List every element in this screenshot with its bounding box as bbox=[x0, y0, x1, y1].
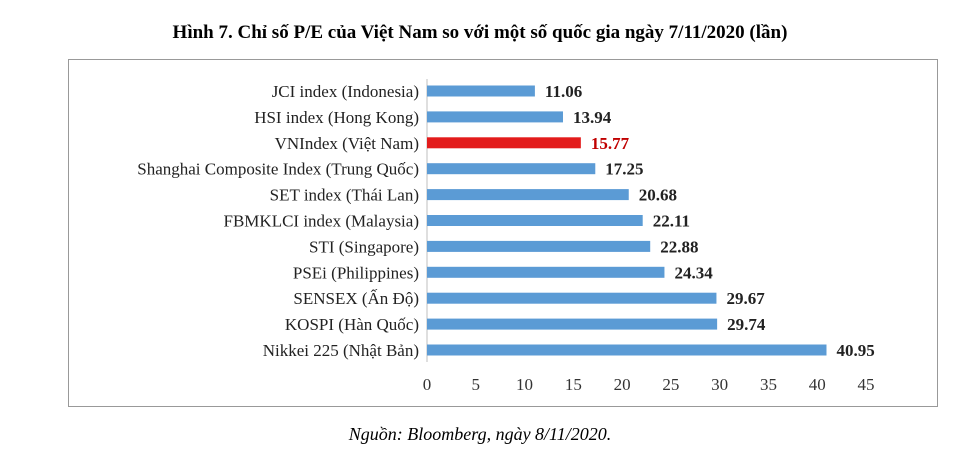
category-label: Nikkei 225 (Nhật Bản) bbox=[263, 341, 419, 360]
data-label: 15.77 bbox=[591, 134, 630, 153]
category-label: KOSPI (Hàn Quốc) bbox=[285, 315, 419, 334]
data-label: 29.67 bbox=[726, 289, 765, 308]
bar bbox=[427, 215, 643, 226]
data-label: 11.06 bbox=[545, 82, 582, 101]
bar bbox=[427, 85, 535, 97]
category-label: SET index (Thái Lan) bbox=[270, 186, 419, 205]
source-note: Nguồn: Bloomberg, ngày 8/11/2020. bbox=[348, 424, 612, 444]
bar bbox=[427, 163, 596, 175]
x-tick-label: 20 bbox=[614, 375, 631, 394]
data-label: 13.94 bbox=[573, 108, 612, 127]
data-label: 29.74 bbox=[727, 315, 766, 334]
bar bbox=[427, 111, 563, 123]
category-label: FBMKLCI index (Malaysia) bbox=[224, 212, 419, 231]
bar bbox=[427, 344, 827, 356]
data-label: 20.68 bbox=[639, 186, 677, 205]
x-tick-label: 35 bbox=[760, 375, 777, 394]
category-label: SENSEX (Ấn Độ) bbox=[293, 289, 419, 308]
bar bbox=[427, 318, 718, 330]
data-label: 22.88 bbox=[660, 237, 698, 256]
bar bbox=[427, 240, 651, 252]
data-label: 24.34 bbox=[674, 263, 713, 282]
category-label: JCI index (Indonesia) bbox=[272, 82, 419, 101]
bar bbox=[427, 189, 629, 201]
bar bbox=[427, 292, 717, 304]
data-label: 40.95 bbox=[836, 341, 874, 360]
category-label: PSEi (Philippines) bbox=[293, 263, 419, 282]
category-label: STI (Singapore) bbox=[309, 237, 419, 256]
x-tick-label: 15 bbox=[565, 375, 582, 394]
x-tick-label: 10 bbox=[516, 375, 533, 394]
chart-title: Hình 7. Chỉ số P/E của Việt Nam so với m… bbox=[172, 22, 788, 43]
chart-frame bbox=[68, 59, 938, 407]
category-label: VNIndex (Việt Nam) bbox=[275, 134, 419, 153]
category-label: HSI index (Hong Kong) bbox=[254, 108, 419, 127]
x-tick-label: 30 bbox=[711, 375, 728, 394]
data-label: 22.11 bbox=[653, 212, 690, 231]
data-label: 17.25 bbox=[605, 160, 643, 179]
x-tick-label: 25 bbox=[662, 375, 679, 394]
x-tick-label: 5 bbox=[472, 375, 481, 394]
bar bbox=[427, 266, 665, 278]
x-tick-label: 0 bbox=[423, 375, 432, 394]
x-tick-label: 40 bbox=[809, 375, 826, 394]
category-label: Shanghai Composite Index (Trung Quốc) bbox=[137, 160, 419, 179]
x-tick-label: 45 bbox=[858, 375, 875, 394]
bar-highlight bbox=[427, 137, 581, 149]
